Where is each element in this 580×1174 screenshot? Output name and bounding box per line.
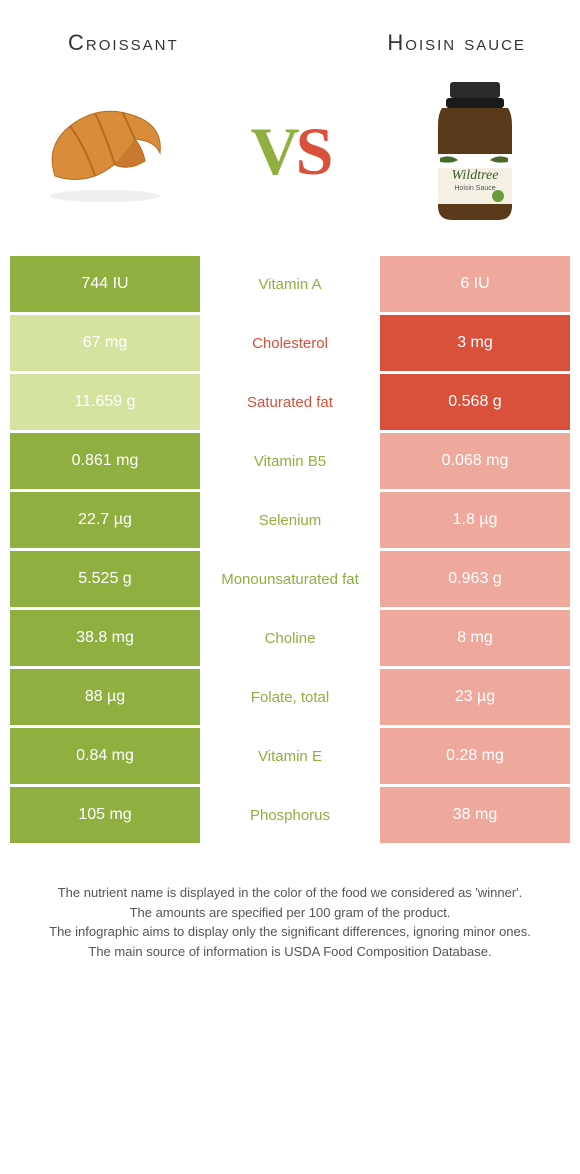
nutrient-name: Saturated fat <box>200 374 380 430</box>
table-row: 744 IUVitamin A6 IU <box>10 256 570 312</box>
left-food-title: Croissant <box>40 30 207 56</box>
left-value: 0.84 mg <box>10 728 200 784</box>
table-row: 5.525 gMonounsaturated fat0.963 g <box>10 551 570 607</box>
nutrient-name: Vitamin B5 <box>200 433 380 489</box>
table-row: 105 mgPhosphorus38 mg <box>10 787 570 843</box>
left-value: 105 mg <box>10 787 200 843</box>
table-row: 0.84 mgVitamin E0.28 mg <box>10 728 570 784</box>
nutrient-name: Phosphorus <box>200 787 380 843</box>
right-food-title: Hoisin sauce <box>373 30 540 56</box>
right-value: 0.28 mg <box>380 728 570 784</box>
vs-s: S <box>296 113 330 189</box>
left-value: 0.861 mg <box>10 433 200 489</box>
vs-v: V <box>251 113 296 189</box>
right-value: 0.068 mg <box>380 433 570 489</box>
left-value: 744 IU <box>10 256 200 312</box>
right-value: 3 mg <box>380 315 570 371</box>
croissant-image <box>30 76 180 226</box>
right-value: 1.8 µg <box>380 492 570 548</box>
right-value: 8 mg <box>380 610 570 666</box>
footer-notes: The nutrient name is displayed in the co… <box>0 883 580 961</box>
table-row: 0.861 mgVitamin B50.068 mg <box>10 433 570 489</box>
left-value: 88 µg <box>10 669 200 725</box>
left-value: 5.525 g <box>10 551 200 607</box>
vs-label: VS <box>251 112 330 191</box>
footer-line-3: The infographic aims to display only the… <box>30 922 550 942</box>
jar-sub: Hoisin Sauce <box>454 185 495 192</box>
nutrient-name: Folate, total <box>200 669 380 725</box>
nutrient-name: Monounsaturated fat <box>200 551 380 607</box>
table-row: 67 mgCholesterol3 mg <box>10 315 570 371</box>
hoisin-jar-image: Wildtree Hoisin Sauce <box>400 76 550 226</box>
left-value: 22.7 µg <box>10 492 200 548</box>
right-value: 0.963 g <box>380 551 570 607</box>
right-value: 6 IU <box>380 256 570 312</box>
left-value: 67 mg <box>10 315 200 371</box>
header: Croissant Hoisin sauce <box>0 0 580 66</box>
table-row: 88 µgFolate, total23 µg <box>10 669 570 725</box>
footer-line-4: The main source of information is USDA F… <box>30 942 550 962</box>
comparison-table: 744 IUVitamin A6 IU67 mgCholesterol3 mg1… <box>10 256 570 843</box>
right-value: 0.568 g <box>380 374 570 430</box>
table-row: 11.659 gSaturated fat0.568 g <box>10 374 570 430</box>
table-row: 22.7 µgSelenium1.8 µg <box>10 492 570 548</box>
table-row: 38.8 mgCholine8 mg <box>10 610 570 666</box>
nutrient-name: Vitamin E <box>200 728 380 784</box>
jar-brand: Wildtree <box>452 168 499 183</box>
nutrient-name: Choline <box>200 610 380 666</box>
nutrient-name: Vitamin A <box>200 256 380 312</box>
right-value: 38 mg <box>380 787 570 843</box>
nutrient-name: Selenium <box>200 492 380 548</box>
images-row: VS Wildtree Hoisin Sauce <box>0 66 580 256</box>
left-value: 11.659 g <box>10 374 200 430</box>
footer-line-1: The nutrient name is displayed in the co… <box>30 883 550 903</box>
left-value: 38.8 mg <box>10 610 200 666</box>
right-value: 23 µg <box>380 669 570 725</box>
nutrient-name: Cholesterol <box>200 315 380 371</box>
footer-line-2: The amounts are specified per 100 gram o… <box>30 903 550 923</box>
